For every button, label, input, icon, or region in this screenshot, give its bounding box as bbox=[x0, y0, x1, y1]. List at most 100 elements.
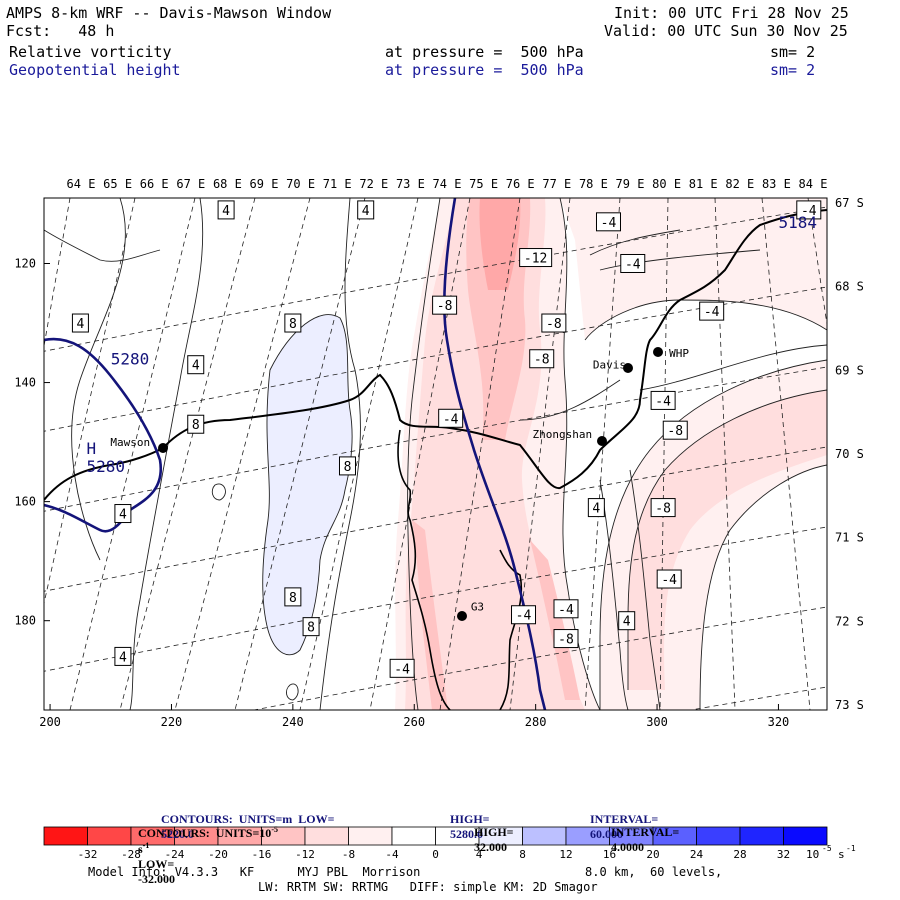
vorticity-value-label: 8 bbox=[284, 587, 302, 607]
svg-text:8: 8 bbox=[192, 418, 200, 433]
valid-time: Valid: 00 UTC Sun 30 Nov 25 bbox=[604, 22, 848, 40]
map-fields bbox=[44, 198, 827, 710]
field2-name: Geopotential height bbox=[9, 61, 181, 79]
colorbar-swatch bbox=[522, 826, 567, 846]
x-tick-label-260: 260 bbox=[403, 715, 425, 729]
svg-text:4: 4 bbox=[623, 615, 631, 630]
colorbar-label: 8 bbox=[519, 848, 526, 861]
colorbar-unit-exponent: -5 bbox=[822, 844, 832, 853]
svg-text:4: 4 bbox=[222, 204, 230, 219]
station-marker-mawson bbox=[158, 443, 168, 453]
longitude-label: 65 E bbox=[103, 177, 132, 191]
latitude-label: 72 S bbox=[835, 614, 864, 628]
svg-text:-8: -8 bbox=[558, 633, 574, 648]
field1-name: Relative vorticity bbox=[9, 43, 172, 61]
svg-text:-4: -4 bbox=[801, 204, 817, 219]
station-label-whp: WHP bbox=[669, 347, 689, 360]
y-tick-label-140: 140 bbox=[14, 376, 36, 390]
label-overlay: 4 4448884884-4-8-12-8-8-4-4-4-4-4-8-8-444… bbox=[71, 200, 822, 678]
vorticity-value-label: -8 bbox=[650, 498, 676, 518]
latitude-label: 67 S bbox=[835, 196, 864, 210]
colorbar-unit: 10 bbox=[806, 848, 819, 861]
field1-level: at pressure = 500 hPa bbox=[385, 43, 584, 61]
y-tick-label-120: 120 bbox=[14, 256, 36, 270]
svg-text:4: 4 bbox=[119, 650, 127, 665]
x-tick-label-220: 220 bbox=[161, 715, 183, 729]
physics-info: LW: RRTM SW: RRTMG DIFF: simple KM: 2D S… bbox=[258, 880, 598, 894]
vorticity-value-label: -4 bbox=[389, 658, 415, 678]
svg-text:-4: -4 bbox=[655, 394, 671, 409]
svg-text:8: 8 bbox=[344, 460, 352, 475]
station-label-zhongshan: Zhongshan bbox=[532, 428, 592, 441]
vorticity-value-label: -8 bbox=[541, 313, 567, 333]
station-label-mawson: Mawson bbox=[110, 436, 150, 449]
vorticity-contours-interval: 4.0000 bbox=[611, 840, 644, 854]
vorticity-value-label: -4 bbox=[620, 253, 646, 273]
latitude-label: 70 S bbox=[835, 447, 864, 461]
vorticity-value-label: 4 bbox=[114, 646, 132, 666]
forecast-hour: Fcst: 48 h bbox=[6, 22, 115, 40]
svg-text:-8: -8 bbox=[546, 317, 562, 332]
grid-info: 8.0 km, 60 levels, bbox=[585, 865, 723, 879]
svg-text:-4: -4 bbox=[443, 412, 459, 427]
colorbar-label: 0 bbox=[432, 848, 439, 861]
height-contours-low: 5220.0 bbox=[161, 827, 194, 841]
vorticity-value-label: -8 bbox=[432, 295, 458, 315]
latitude-label: 69 S bbox=[835, 363, 864, 377]
field2-level: at pressure = 500 hPa bbox=[385, 61, 584, 79]
latitude-label: 68 S bbox=[835, 280, 864, 294]
vorticity-units-tail: s bbox=[138, 842, 143, 856]
longitude-label: 66 E bbox=[140, 177, 169, 191]
svg-text:4: 4 bbox=[362, 204, 370, 219]
y-tick-label-180: 180 bbox=[14, 614, 36, 628]
colorbar-label: 4 bbox=[476, 848, 483, 861]
colorbar-unit-tail: s bbox=[838, 848, 845, 861]
vorticity-value-label: 4 bbox=[71, 313, 89, 333]
colorbar-label: -28 bbox=[121, 848, 141, 861]
station-marker-davis bbox=[623, 363, 633, 373]
vorticity-value-label: 4 bbox=[114, 504, 132, 524]
colorbar-label: -32 bbox=[78, 848, 98, 861]
vorticity-value-label: -8 bbox=[553, 629, 579, 649]
colorbar-label: 24 bbox=[690, 848, 704, 861]
vorticity-contours-high: 32.000 bbox=[474, 840, 507, 854]
svg-text:-4: -4 bbox=[394, 662, 410, 677]
vorticity-value-label: -4 bbox=[650, 390, 676, 410]
height-contour-label: 5184 bbox=[778, 213, 817, 232]
svg-text:4: 4 bbox=[192, 359, 200, 374]
plot-frame bbox=[43, 197, 828, 711]
vorticity-shading-pos-8-west bbox=[262, 314, 353, 655]
longitude-label: 72 E bbox=[359, 177, 388, 191]
svg-text:-4: -4 bbox=[558, 603, 574, 618]
vorticity-value-label: 4 bbox=[187, 355, 205, 375]
vorticity-units-tail-exponent: -1 bbox=[142, 841, 150, 850]
vorticity-shading-neg-4-east bbox=[560, 198, 827, 340]
field1-smoothing: sm= 2 bbox=[770, 43, 816, 61]
colorbar-swatch bbox=[391, 826, 436, 846]
colorbar-label: 16 bbox=[603, 848, 616, 861]
vorticity-value-label: 8 bbox=[338, 456, 356, 476]
station-marker-g3 bbox=[457, 611, 467, 621]
svg-text:-8: -8 bbox=[667, 424, 683, 439]
coastline bbox=[44, 209, 827, 501]
svg-text:-12: -12 bbox=[524, 252, 547, 267]
x-tick-label-200: 200 bbox=[39, 715, 61, 729]
vorticity-contours-high-prefix: HIGH= bbox=[474, 825, 514, 839]
vorticity-contours-prefix: CONTOURS: UNITS=10 bbox=[138, 826, 272, 840]
axis-ticks: 200 220 240 260 280 300 320 120 140 160 180 64 E 65 … bbox=[14, 177, 864, 729]
station-label-davis: Davis bbox=[593, 359, 626, 372]
svg-text:4: 4 bbox=[592, 502, 600, 517]
vorticity-value-label: 8 bbox=[187, 414, 205, 434]
vorticity-contours-low: -32.000 bbox=[138, 872, 175, 886]
longitude-label: 76 E bbox=[506, 177, 535, 191]
x-tick-label-280: 280 bbox=[525, 715, 547, 729]
vorticity-value-label: 4 bbox=[217, 200, 235, 220]
longitude-label: 78 E bbox=[579, 177, 608, 191]
model-info: Model Info: V4.3.3 KF MYJ PBL Morrison bbox=[88, 865, 421, 879]
longitude-label: 80 E bbox=[652, 177, 681, 191]
colorbar-swatch bbox=[348, 826, 393, 846]
colorbar-unit-tail-exponent: -1 bbox=[846, 844, 856, 853]
vorticity-value-label: -4 bbox=[438, 408, 464, 428]
longitude-label: 74 E bbox=[433, 177, 462, 191]
longitude-label: 73 E bbox=[396, 177, 425, 191]
